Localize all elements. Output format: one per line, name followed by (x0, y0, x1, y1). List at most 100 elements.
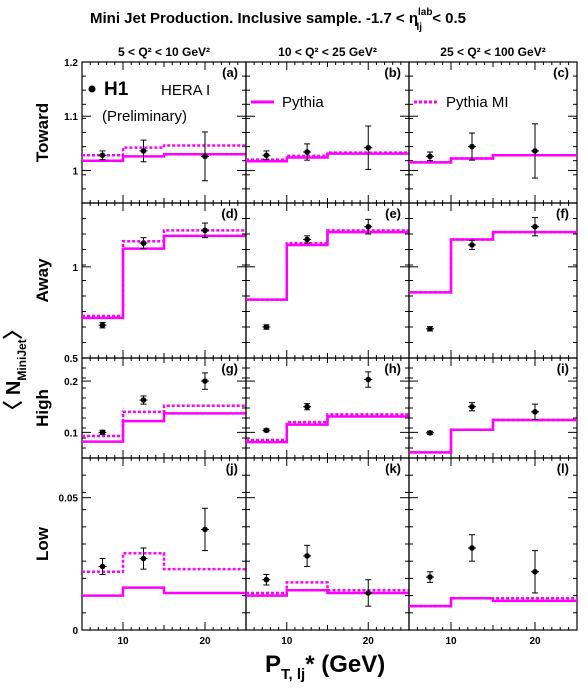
x-tick-label: 20 (363, 636, 375, 647)
y-axis-label-text: 〈 NMiniJet〉 (2, 319, 29, 420)
data-point (365, 144, 372, 151)
pythia-mi-histogram (82, 552, 246, 574)
data-point (99, 429, 106, 436)
panel-frame (81, 202, 247, 359)
panel-frame (81, 457, 247, 631)
figure-title-sub: lj (416, 22, 422, 33)
pythia-histogram (409, 154, 577, 164)
pythia-histogram (409, 596, 577, 608)
data-point (202, 227, 208, 234)
x-tick-label: 20 (199, 636, 211, 647)
figure-title-tail: < 0.5 (428, 10, 466, 27)
column-header-q2: 10 < Q² < 25 GeV² (278, 45, 377, 59)
panel-f: (f) (408, 202, 578, 359)
panel-tag: (d) (221, 206, 238, 221)
panel-tag: (f) (556, 206, 569, 221)
data-point (263, 324, 270, 330)
data-point (532, 409, 538, 415)
panel-frame (245, 61, 410, 204)
row-label-low: Low (33, 526, 52, 561)
data-point (304, 403, 310, 410)
pythia-histogram (82, 234, 246, 320)
pythia-mi-histogram (409, 230, 577, 294)
panel-c: (c) (408, 61, 578, 204)
panel-tag: (g) (221, 361, 238, 376)
y-axis-label: 〈 NMiniJet〉 (2, 319, 29, 420)
data-point (99, 563, 106, 570)
legend-experiment: H1 (104, 79, 129, 100)
y-tick-label: 1 (72, 166, 78, 177)
data-point (304, 236, 310, 243)
panel-k: (k) (245, 457, 410, 631)
pythia-histogram (246, 152, 409, 163)
panel-frame (408, 357, 578, 459)
pythia-histogram (409, 418, 577, 454)
y-tick-label: 0 (72, 626, 78, 637)
pythia-histogram (246, 415, 409, 444)
panel-grid: Toward 1 1.1 1.2 (a) (b) (c) Away 0.5 1 (d) (e) (f) H… (33, 45, 578, 647)
data-point (427, 326, 433, 332)
pythia-histogram (82, 412, 246, 443)
panel-d: (d) (81, 202, 247, 359)
column-header-q2: 25 < Q² < 100 GeV² (440, 45, 545, 59)
data-point (469, 403, 475, 410)
figure-title: Mini Jet Production. Inclusive sample. -… (90, 7, 466, 33)
pythia-histogram (82, 586, 246, 597)
panel-j: (j) (81, 457, 247, 631)
pythia-mi-histogram (82, 404, 246, 438)
pythia-mi-histogram (246, 413, 409, 442)
y-tick-label: 0.05 (59, 494, 79, 505)
data-point (263, 576, 270, 583)
y-axis-label-sub: MiniJet (15, 339, 29, 380)
pythia-mi-histogram (246, 581, 409, 595)
data-point (427, 153, 433, 160)
legend-pythia-mi: Pythia MI (446, 94, 509, 111)
row-label-toward: Toward (33, 103, 52, 162)
data-point (263, 152, 270, 159)
legend-dataset: HERA I (161, 82, 210, 99)
data-point (140, 148, 147, 154)
data-point (469, 242, 475, 248)
data-point (202, 153, 208, 160)
pythia-histogram (82, 152, 246, 162)
panel-frame (408, 457, 578, 631)
legend: H1 HERA I (Preliminary) Pythia Pythia MI (88, 79, 509, 125)
data-point (427, 430, 433, 436)
y-axis-label-main: 〈 N (2, 381, 25, 421)
y-tick-label: 0.5 (64, 354, 78, 365)
panel-l: (l) (408, 457, 578, 631)
panel-frame (408, 202, 578, 359)
legend-data-marker (88, 85, 96, 93)
panel-tag: (a) (222, 65, 238, 80)
y-tick-label: 0.2 (64, 377, 78, 388)
pythia-histogram (246, 230, 409, 301)
data-point (304, 149, 310, 155)
panel-h: (h) (245, 357, 410, 459)
x-axis-label: PT, lj* (GeV) (265, 651, 385, 683)
pythia-histogram (409, 230, 577, 294)
x-axis-label-tail: * (GeV) (305, 651, 385, 678)
panel-e: (e) (245, 202, 410, 359)
panel-frame (408, 61, 578, 204)
x-tick-label: 10 (445, 636, 457, 647)
panel-i: (i) (408, 357, 578, 459)
data-point (532, 568, 538, 575)
y-tick-label: 1 (72, 263, 78, 274)
y-tick-label: 1.2 (64, 58, 78, 69)
data-point (365, 376, 372, 383)
data-point (532, 148, 538, 154)
data-point (263, 427, 270, 434)
pythia-histogram (246, 589, 409, 597)
panel-g: (g) (81, 357, 247, 459)
panel-tag: (b) (384, 65, 401, 80)
panel-tag: (c) (553, 65, 569, 80)
panel-frame (245, 457, 410, 631)
data-point (140, 240, 147, 246)
y-tick-label: 1.1 (64, 112, 78, 123)
x-axis-label-main: P (265, 651, 281, 678)
x-tick-label: 10 (117, 636, 129, 647)
figure-title-sup: lab (418, 7, 432, 18)
x-axis-label-sub: T, lj (281, 666, 305, 683)
pythia-mi-histogram (82, 144, 246, 157)
